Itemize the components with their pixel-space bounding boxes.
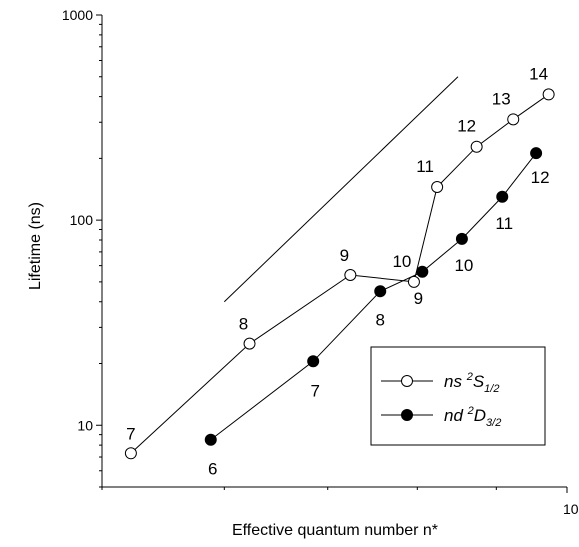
open-circle-marker — [470, 140, 483, 153]
y-axis-title: Lifetime (ns) — [27, 202, 44, 290]
open-circle-marker — [542, 88, 555, 101]
x-axis-title: Effective quantum number n* — [232, 522, 438, 539]
legend-open-circle — [401, 375, 413, 387]
point-label: 12 — [531, 168, 550, 187]
axis-tick-labels: 10 100 1000 10 — [62, 7, 579, 517]
point-label: 12 — [457, 117, 476, 136]
point-label: 11 — [416, 157, 434, 176]
filled-circle-marker — [530, 147, 543, 160]
open-circle-marker — [431, 181, 444, 194]
filled-circle-marker — [455, 232, 468, 245]
point-label: 9 — [414, 289, 423, 308]
y-tick-label: 1000 — [62, 7, 93, 23]
point-label: 7 — [126, 424, 135, 443]
filled-circle-marker — [307, 355, 320, 368]
legend-label-nd: nd 2D3/2 — [444, 405, 501, 429]
y-tick-label: 100 — [70, 212, 94, 228]
point-label: 13 — [492, 89, 511, 108]
filled-circle-marker — [496, 190, 509, 203]
filled-circle-marker — [374, 285, 387, 298]
filled-circle-marker — [204, 433, 217, 446]
point-label: 6 — [208, 460, 217, 479]
point-label: 11 — [495, 214, 513, 233]
point-label: 10 — [454, 256, 473, 275]
open-circle-marker — [407, 275, 420, 288]
series-line-ns — [130, 94, 549, 454]
point-label: 8 — [239, 315, 248, 334]
legend-filled-circle — [401, 409, 413, 421]
point-label: 10 — [392, 252, 411, 271]
data-markers — [124, 88, 555, 460]
filled-circle-marker — [416, 265, 429, 278]
axis-ticks — [96, 14, 568, 493]
open-circle-marker — [124, 447, 137, 460]
point-label: 14 — [529, 64, 548, 83]
point-label: 9 — [340, 246, 349, 265]
open-circle-marker — [344, 269, 357, 282]
open-circle-marker — [507, 113, 520, 126]
point-label: 7 — [310, 381, 319, 400]
legend: ns 2S1/2 nd 2D3/2 — [370, 346, 546, 446]
chart-axes — [101, 15, 567, 488]
reference-slope-line — [223, 76, 459, 303]
point-label: 8 — [376, 310, 385, 329]
open-circle-marker — [243, 337, 256, 350]
legend-box — [370, 346, 546, 446]
reference-line — [223, 76, 459, 303]
y-tick-label: 10 — [77, 417, 93, 433]
legend-label-ns: ns 2S1/2 — [444, 371, 499, 395]
x-tick-label: 10 — [563, 501, 579, 517]
